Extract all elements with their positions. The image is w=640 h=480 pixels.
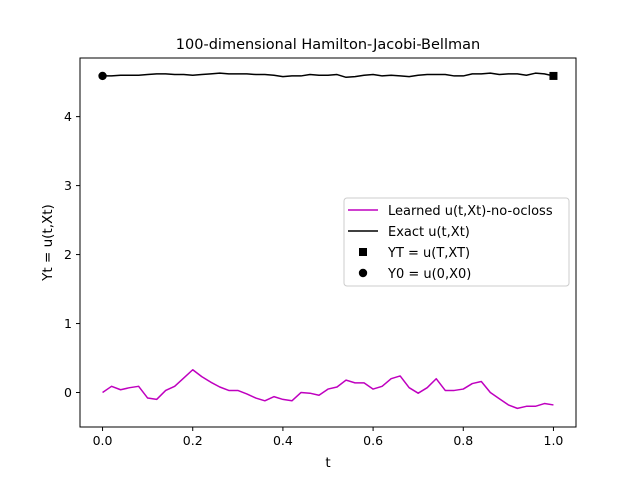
y-tick-label-0: 0 — [64, 385, 72, 400]
y-tick-label-1: 1 — [64, 316, 72, 331]
chart-title: 100-dimensional Hamilton-Jacobi-Bellman — [176, 37, 480, 53]
y-tick-label-2: 2 — [64, 247, 72, 262]
initial-marker-circle — [98, 71, 107, 81]
y-tick-label-3: 3 — [64, 178, 72, 193]
legend-label-terminal-marker: YT = u(T,XT) — [387, 246, 470, 261]
x-tick-label-4: 0.8 — [453, 433, 473, 448]
plot-series — [98, 71, 558, 410]
x-tick-label-2: 0.4 — [273, 433, 293, 448]
plot-area-frame — [79, 57, 577, 428]
x-tick-label-3: 0.6 — [363, 433, 383, 448]
legend-swatch-initial-marker — [358, 268, 368, 278]
terminal-marker-square — [549, 71, 558, 80]
x-tick-label-0: 0.0 — [93, 433, 113, 448]
y-axis: 0 1 2 3 4 — [64, 109, 80, 400]
legend-label-exact: Exact u(t,Xt) — [388, 225, 470, 240]
x-axis-label: t — [325, 455, 330, 471]
series-line-0 — [102, 369, 554, 410]
y-axis-label: Yt = u(t,Xt) — [40, 204, 56, 282]
series-line-1 — [102, 72, 554, 79]
x-tick-label-5: 1.0 — [544, 433, 564, 448]
legend-swatch-terminal-marker — [359, 248, 367, 256]
legend-label-learned: Learned u(t,Xt)-no-ocloss — [388, 204, 553, 219]
x-tick-label-1: 0.2 — [183, 433, 203, 448]
y-tick-label-4: 4 — [64, 109, 72, 124]
legend-box — [343, 197, 570, 287]
legend-label-initial-marker: Y0 = u(0,X0) — [387, 267, 471, 282]
legend: Learned u(t,Xt)-no-ocloss Exact u(t,Xt) … — [343, 197, 570, 287]
x-axis: 0.0 0.2 0.4 0.6 0.8 1.0 — [93, 427, 564, 448]
